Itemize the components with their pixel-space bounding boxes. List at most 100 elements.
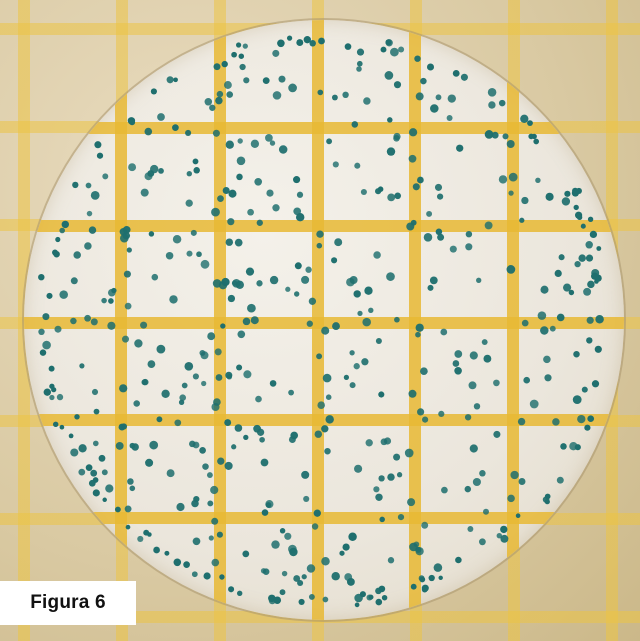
colony-dot [583,288,591,296]
colony-dot [201,260,210,269]
colony-dot [70,448,78,456]
colony-dot [72,182,78,188]
colony-dot [500,526,507,533]
colony-dot [270,276,278,284]
colony-dot [226,141,234,149]
colony-dot [409,390,417,398]
colony-dot [510,471,518,479]
colony-dot [79,363,84,368]
colony-dot [251,316,259,324]
colony-dot [521,197,528,204]
colony-dot [279,76,286,83]
colony-dot [102,498,106,502]
colony-dot [182,383,188,389]
colony-dot [559,254,565,260]
colony-dot [220,323,225,328]
colony-dot [204,572,211,579]
colony-dot [93,477,99,483]
colony-dot [448,94,456,102]
colony-dot [413,183,420,190]
colony-dot [581,224,586,229]
colony-dot [356,66,362,72]
colony-dot [455,557,462,564]
colony-dot [394,317,400,323]
colony-dot [78,469,85,476]
colony-dot [470,444,478,452]
colony-dot [509,173,518,182]
colony-dot [70,318,76,324]
colony-dot [394,192,401,199]
colony-dot [231,52,237,58]
colony-dot [99,455,106,462]
colony-dot [40,349,46,355]
colony-dot [440,329,447,336]
colony-dot [259,437,265,443]
colony-dot [239,53,244,58]
colony-dot [280,528,285,533]
colony-dot [143,530,149,536]
colony-dot [557,477,564,484]
colony-dot [345,43,352,50]
colony-dot [222,61,228,67]
colony-dot [426,211,432,217]
colony-dot [577,215,582,220]
colony-dot [317,401,325,409]
colony-dot [387,117,393,123]
colony-dot [169,295,177,303]
colony-dot [239,64,245,70]
colony-dot [493,431,500,438]
colony-dot [522,320,529,327]
colony-dot [318,38,325,45]
colony-dot [354,465,362,473]
plate-grid [24,20,624,620]
colony-dot [193,373,199,379]
colony-dot [207,332,215,340]
colony-dot [256,280,262,286]
colony-dot [235,239,243,247]
colony-dot [216,374,223,381]
colony-dot [454,350,462,358]
colony-dot [55,237,60,242]
colony-dot [545,499,550,504]
colony-dot [342,92,348,98]
colony-dot [213,130,220,137]
colony-dot [438,576,442,580]
colony-dot [293,575,300,582]
colony-dot [228,586,234,592]
colony-dot [465,414,471,420]
colony-dot [587,415,594,422]
colony-dot [385,39,391,45]
colony-dot [97,153,103,159]
colony-dot [290,432,298,440]
colony-dot [91,318,98,325]
colony-dot [266,190,273,197]
colony-dot [101,298,107,304]
colony-dot [173,235,181,243]
colony-dot [302,574,307,579]
colony-dot [187,171,192,176]
grid-line-horizontal [24,512,624,524]
colony-dot [270,380,277,387]
colony-dot [226,91,233,98]
colony-dot [201,381,206,386]
colony-dot [49,384,54,389]
colony-dot [344,375,349,380]
colony-dot [483,355,491,363]
colony-dot [211,208,220,217]
colony-dot [331,572,339,580]
colony-dot [344,573,352,581]
colony-dot [130,443,136,449]
colony-dot [287,35,292,40]
colony-dot [238,138,243,143]
colony-dot [438,411,444,417]
colony-dot [415,332,421,338]
colony-dot [288,84,297,93]
colony-dot [123,226,131,234]
colony-dot [419,577,425,583]
colony-dot [231,444,236,449]
colony-dot [119,424,126,431]
colony-dot [207,472,213,478]
colony-dot [519,218,524,223]
colony-dot [316,353,322,359]
